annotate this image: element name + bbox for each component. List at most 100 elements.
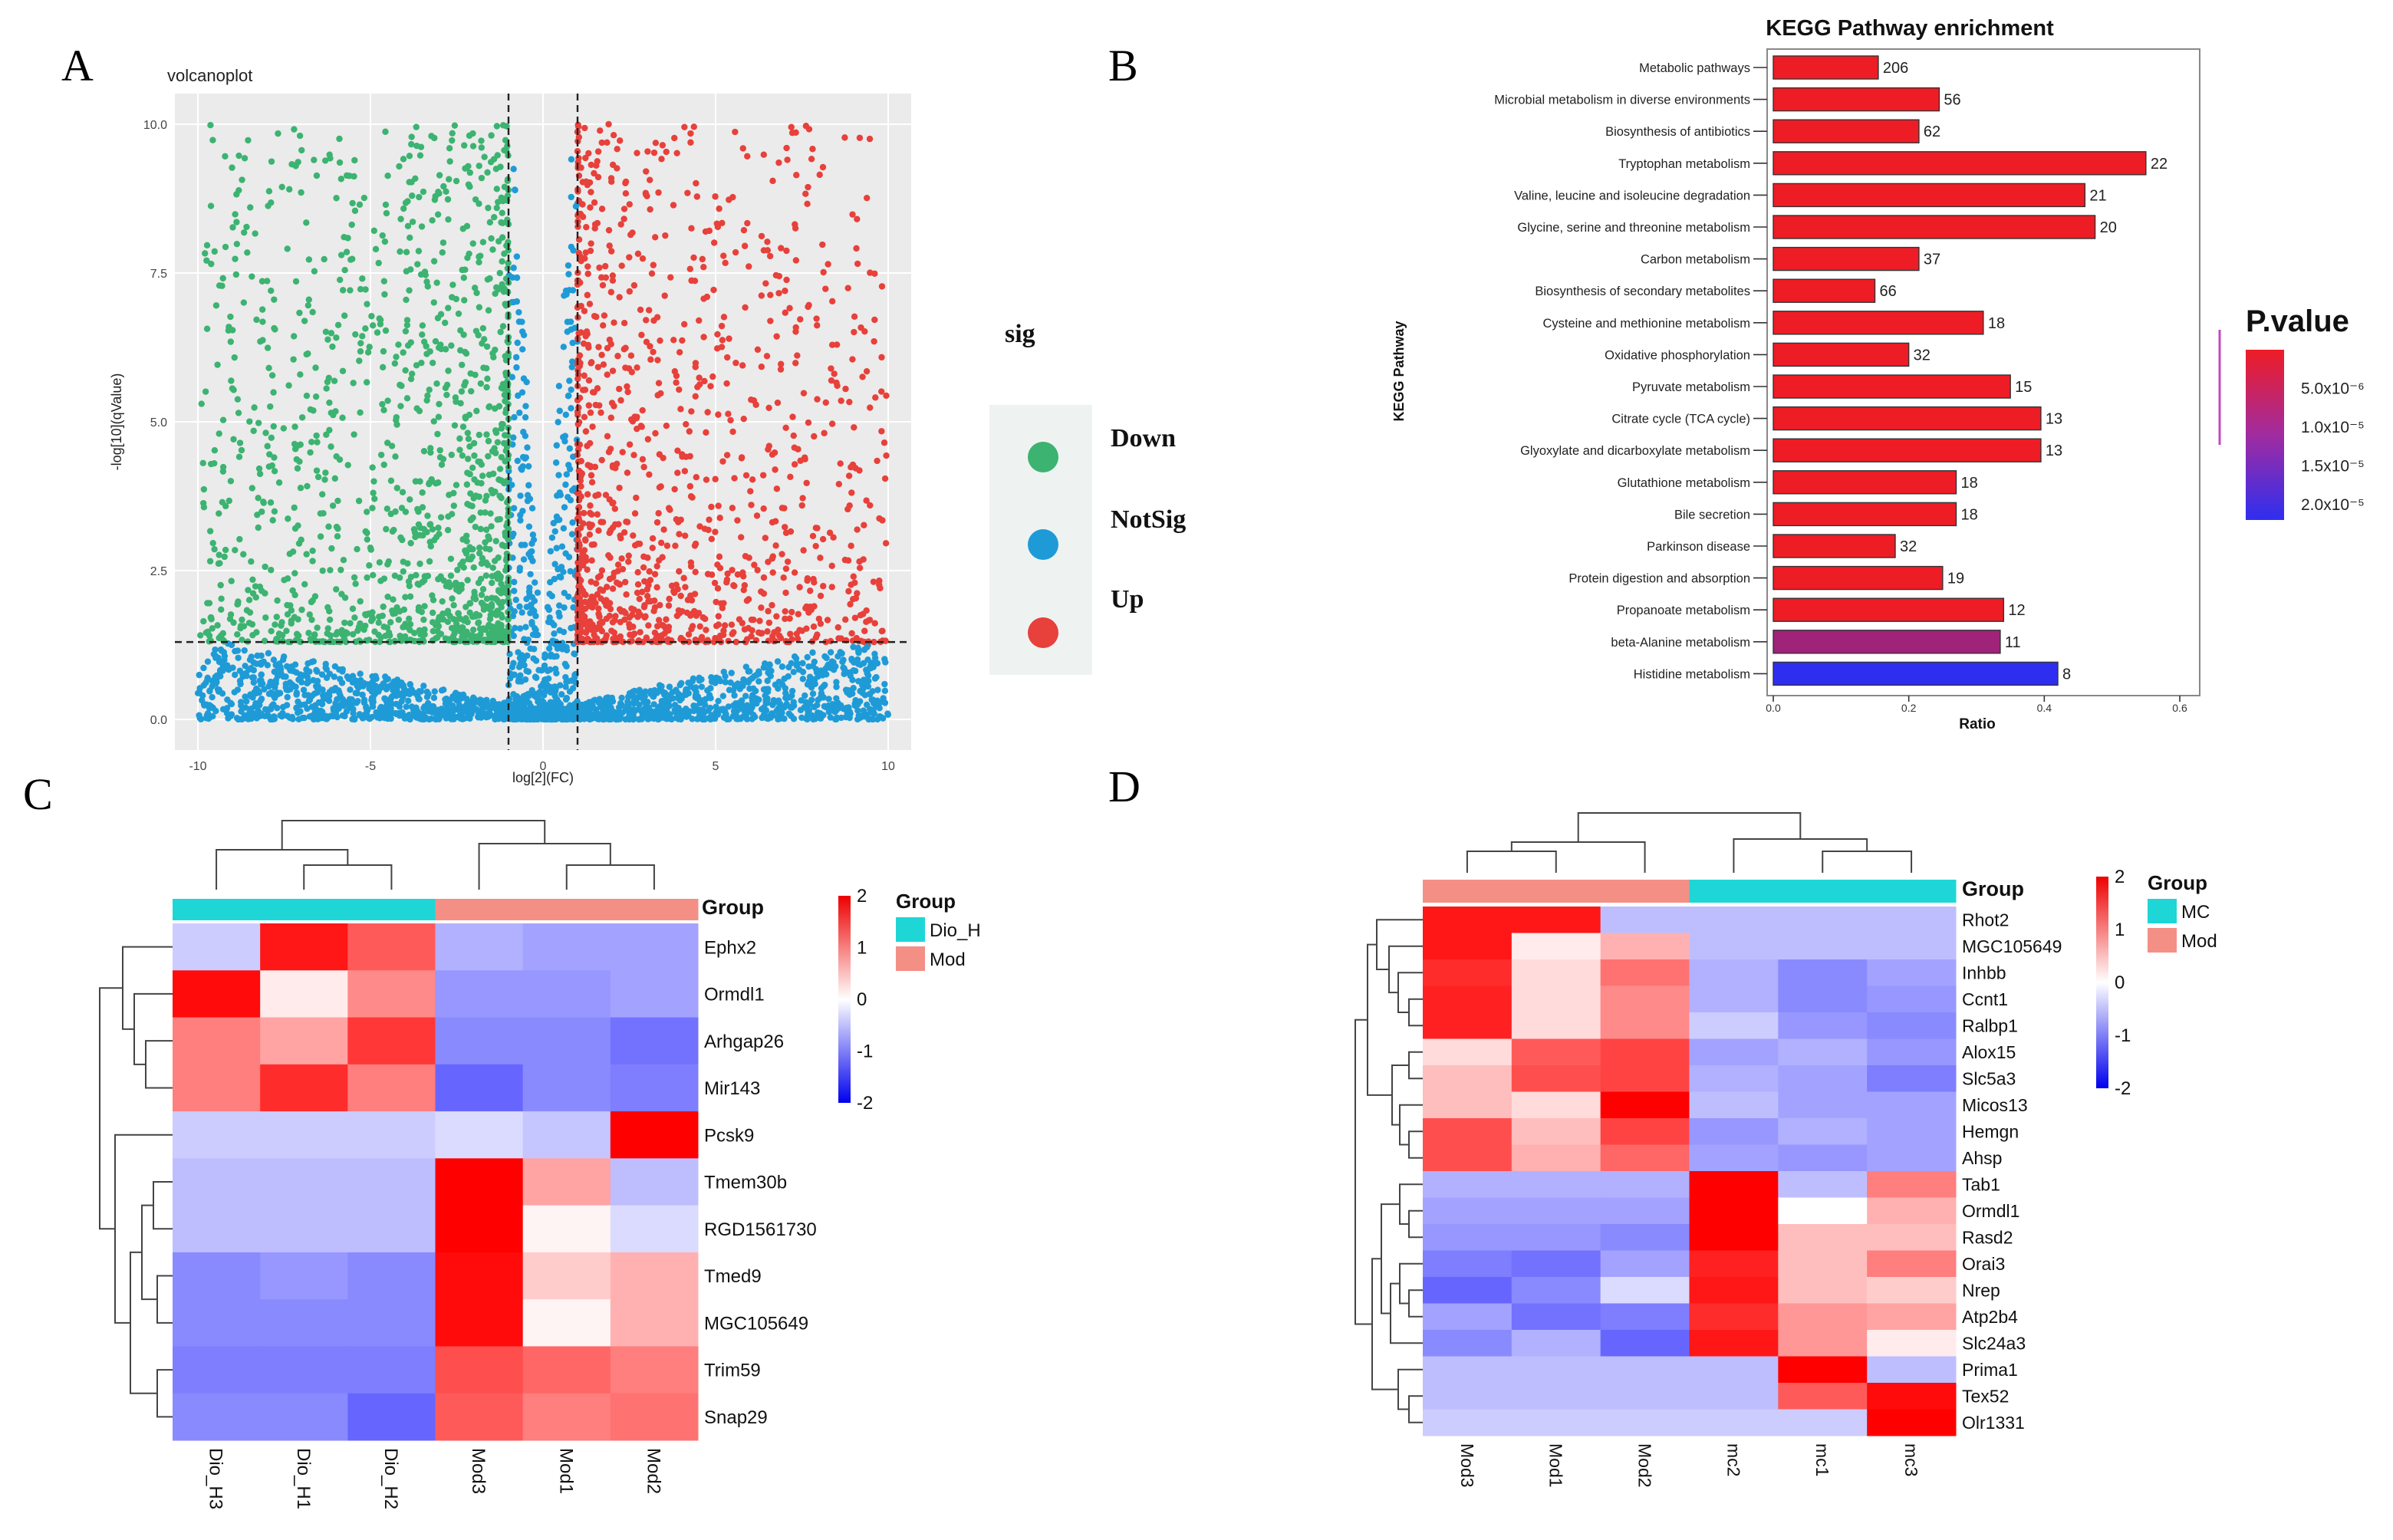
volcano-point-down (268, 158, 275, 165)
volcano-point-notsig (798, 714, 805, 721)
volcano-point-down (409, 219, 416, 225)
volcano-point-up (842, 616, 849, 624)
volcano-point-down (262, 429, 269, 436)
volcano-point-up (651, 604, 659, 611)
volcano-point-down (424, 283, 431, 290)
volcano-point-notsig (520, 556, 528, 563)
heatmap-cell (1778, 1224, 1868, 1251)
volcano-point-up (693, 193, 701, 200)
volcano-point-down (294, 465, 301, 472)
volcano-point-notsig (871, 675, 879, 682)
volcano-point-notsig (488, 712, 495, 719)
volcano-point-notsig (265, 650, 272, 656)
volcano-point-up (591, 312, 598, 320)
volcano-point-notsig (547, 653, 554, 660)
volcano-point-down (493, 623, 500, 630)
volcano-point-up (645, 622, 652, 629)
volcano-point-down (451, 122, 459, 129)
volcano-point-down (400, 568, 407, 575)
volcano-point-notsig (762, 696, 769, 703)
volcano-point-down (400, 156, 407, 163)
volcano-point-down (296, 309, 303, 317)
volcano-point-up (671, 368, 679, 375)
volcano-point-down (490, 470, 497, 477)
volcano-point-up (820, 583, 827, 590)
kegg-bar-count: 18 (1961, 475, 1978, 492)
panel-letter-b: B (1108, 41, 1138, 90)
volcano-point-down (402, 594, 409, 601)
volcano-point-down (419, 504, 426, 511)
volcano-point-notsig (232, 671, 239, 679)
volcano-point-down (453, 177, 460, 185)
volcano-point-up (871, 620, 878, 627)
volcano-point-down (290, 356, 297, 363)
volcano-point-up (775, 632, 783, 640)
volcano-point-up (746, 263, 752, 270)
volcano-point-up (606, 336, 614, 344)
group-bar-cell (1600, 880, 1690, 903)
volcano-point-up (694, 383, 701, 390)
volcano-point-up (773, 613, 780, 620)
volcano-point-up (871, 316, 878, 324)
volcano-point-up (792, 324, 799, 331)
volcano-point-notsig (551, 528, 558, 535)
volcano-point-notsig (511, 587, 518, 594)
volcano-point-down (307, 449, 314, 456)
volcano-point-up (825, 261, 831, 268)
heatmap-row-label: Ephx2 (704, 937, 756, 958)
volcano-point-notsig (512, 186, 518, 193)
volcano-point-down (468, 387, 475, 395)
volcano-point-up (584, 263, 591, 270)
volcano-point-down (370, 227, 378, 235)
heatmap-cell (522, 1393, 611, 1441)
volcano-point-notsig (585, 708, 593, 716)
volcano-point-down (446, 636, 453, 643)
kegg-bar-count: 8 (2062, 666, 2071, 683)
volcano-point-notsig (762, 707, 770, 714)
volcano-legend-title: sig (1005, 320, 1035, 348)
kegg-bar-chart: KEGG Pathway enrichment Metabolic pathwa… (1391, 16, 2365, 732)
heatmap-cell (522, 1346, 611, 1394)
volcano-point-down (206, 638, 212, 645)
kegg-bar (1773, 278, 1876, 303)
volcano-point-down (402, 620, 409, 627)
heatmap-cell (610, 1064, 699, 1112)
volcano-point-up (641, 614, 648, 621)
heatmap-row-label: Tex52 (1962, 1387, 2009, 1407)
volcano-point-down (423, 350, 430, 357)
volcano-point-down (298, 146, 305, 154)
volcano-point-down (427, 543, 434, 550)
volcano-point-notsig (374, 712, 382, 719)
kegg-bar (1773, 246, 1920, 271)
volcano-point-down (211, 545, 218, 553)
volcano-point-up (838, 397, 844, 404)
volcano-point-down (499, 420, 506, 428)
heatmap-cell (1511, 1065, 1601, 1092)
dendrogram-branch (1408, 1051, 1423, 1080)
volcano-point-down (470, 439, 478, 447)
volcano-point-up (854, 260, 861, 268)
volcano-point-up (743, 597, 751, 604)
dendrogram-branch (1399, 1262, 1423, 1305)
volcano-point-down (419, 322, 426, 329)
volcano-point-up (793, 172, 800, 179)
volcano-point-down (398, 382, 405, 390)
volcano-point-down (347, 287, 354, 294)
volcano-point-notsig (696, 674, 703, 682)
volcano-point-up (764, 628, 771, 635)
volcano-point-up (824, 617, 831, 624)
volcano-point-notsig (522, 413, 529, 421)
volcano-point-notsig (645, 716, 652, 722)
volcano-point-down (402, 367, 409, 374)
volcano-point-up (615, 581, 623, 587)
volcano-point-up (607, 554, 614, 561)
volcano-point-down (444, 618, 452, 625)
volcano-point-down (383, 439, 391, 446)
volcano-point-notsig (790, 668, 797, 676)
heatmap-row-label: Micos13 (1962, 1095, 2028, 1115)
volcano-point-down (469, 627, 477, 633)
volcano-point-down (449, 130, 456, 137)
volcano-point-down (372, 245, 380, 253)
volcano-point-up (744, 219, 751, 227)
volcano-point-down (305, 296, 313, 303)
